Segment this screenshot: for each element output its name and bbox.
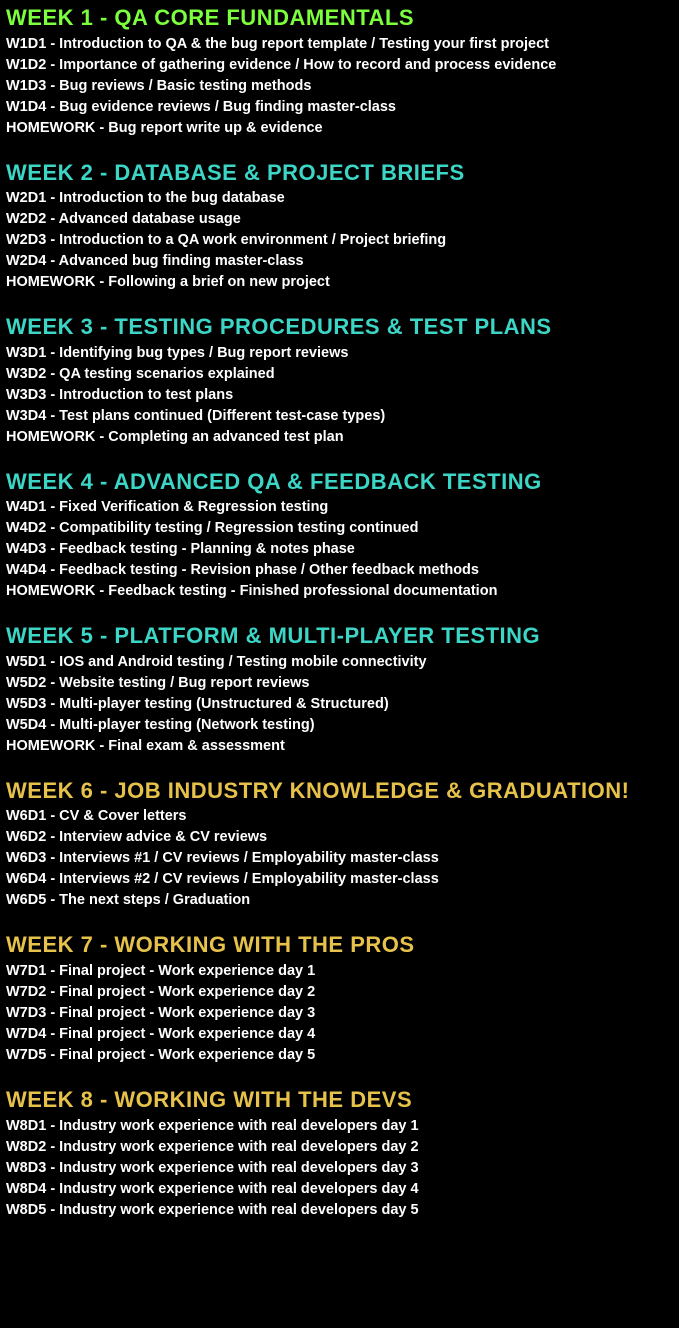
week-item: W4D3 - Feedback testing - Planning & not… <box>6 539 673 560</box>
week-item: HOMEWORK - Bug report write up & evidenc… <box>6 118 673 139</box>
week-title: WEEK 8 - WORKING WITH THE DEVS <box>6 1086 673 1114</box>
week-title: WEEK 5 - PLATFORM & MULTI-PLAYER TESTING <box>6 622 673 650</box>
week-title: WEEK 7 - WORKING WITH THE PROS <box>6 931 673 959</box>
week-title: WEEK 3 - TESTING PROCEDURES & TEST PLANS <box>6 313 673 341</box>
week-block: WEEK 5 - PLATFORM & MULTI-PLAYER TESTING… <box>6 622 673 757</box>
curriculum-page: WEEK 1 - QA CORE FUNDAMENTALSW1D1 - Intr… <box>0 0 679 1261</box>
week-item: W1D2 - Importance of gathering evidence … <box>6 55 673 76</box>
week-item: HOMEWORK - Final exam & assessment <box>6 736 673 757</box>
week-item: W2D2 - Advanced database usage <box>6 209 673 230</box>
week-title: WEEK 4 - ADVANCED QA & FEEDBACK TESTING <box>6 468 673 496</box>
week-item: W2D1 - Introduction to the bug database <box>6 188 673 209</box>
week-item: W1D3 - Bug reviews / Basic testing metho… <box>6 76 673 97</box>
week-item: W3D3 - Introduction to test plans <box>6 385 673 406</box>
week-item: W3D2 - QA testing scenarios explained <box>6 364 673 385</box>
week-item: W2D4 - Advanced bug finding master-class <box>6 251 673 272</box>
week-item: W8D2 - Industry work experience with rea… <box>6 1137 673 1158</box>
week-item: W7D4 - Final project - Work experience d… <box>6 1024 673 1045</box>
week-item: W4D2 - Compatibility testing / Regressio… <box>6 518 673 539</box>
week-title: WEEK 2 - DATABASE & PROJECT BRIEFS <box>6 159 673 187</box>
week-item: W5D1 - IOS and Android testing / Testing… <box>6 652 673 673</box>
week-block: WEEK 6 - JOB INDUSTRY KNOWLEDGE & GRADUA… <box>6 777 673 912</box>
week-block: WEEK 2 - DATABASE & PROJECT BRIEFSW2D1 -… <box>6 159 673 294</box>
week-item: W1D1 - Introduction to QA & the bug repo… <box>6 34 673 55</box>
week-item: HOMEWORK - Following a brief on new proj… <box>6 272 673 293</box>
week-item: W4D4 - Feedback testing - Revision phase… <box>6 560 673 581</box>
week-item: W3D4 - Test plans continued (Different t… <box>6 406 673 427</box>
week-item: W6D4 - Interviews #2 / CV reviews / Empl… <box>6 869 673 890</box>
week-item: W7D2 - Final project - Work experience d… <box>6 982 673 1003</box>
week-item: W8D4 - Industry work experience with rea… <box>6 1179 673 1200</box>
week-item: W6D1 - CV & Cover letters <box>6 806 673 827</box>
week-item: W6D2 - Interview advice & CV reviews <box>6 827 673 848</box>
week-item: W8D1 - Industry work experience with rea… <box>6 1116 673 1137</box>
week-title: WEEK 6 - JOB INDUSTRY KNOWLEDGE & GRADUA… <box>6 777 673 805</box>
week-item: HOMEWORK - Feedback testing - Finished p… <box>6 581 673 602</box>
week-title: WEEK 1 - QA CORE FUNDAMENTALS <box>6 4 673 32</box>
week-item: W2D3 - Introduction to a QA work environ… <box>6 230 673 251</box>
week-item: HOMEWORK - Completing an advanced test p… <box>6 427 673 448</box>
week-item: W1D4 - Bug evidence reviews / Bug findin… <box>6 97 673 118</box>
week-item: W7D3 - Final project - Work experience d… <box>6 1003 673 1024</box>
week-block: WEEK 1 - QA CORE FUNDAMENTALSW1D1 - Intr… <box>6 4 673 139</box>
week-item: W5D2 - Website testing / Bug report revi… <box>6 673 673 694</box>
week-item: W8D5 - Industry work experience with rea… <box>6 1200 673 1221</box>
week-item: W6D3 - Interviews #1 / CV reviews / Empl… <box>6 848 673 869</box>
week-item: W3D1 - Identifying bug types / Bug repor… <box>6 343 673 364</box>
week-block: WEEK 4 - ADVANCED QA & FEEDBACK TESTINGW… <box>6 468 673 603</box>
week-item: W4D1 - Fixed Verification & Regression t… <box>6 497 673 518</box>
week-block: WEEK 7 - WORKING WITH THE PROSW7D1 - Fin… <box>6 931 673 1066</box>
week-item: W8D3 - Industry work experience with rea… <box>6 1158 673 1179</box>
week-block: WEEK 8 - WORKING WITH THE DEVSW8D1 - Ind… <box>6 1086 673 1221</box>
week-item: W7D1 - Final project - Work experience d… <box>6 961 673 982</box>
week-block: WEEK 3 - TESTING PROCEDURES & TEST PLANS… <box>6 313 673 448</box>
week-item: W5D3 - Multi-player testing (Unstructure… <box>6 694 673 715</box>
week-item: W5D4 - Multi-player testing (Network tes… <box>6 715 673 736</box>
week-item: W7D5 - Final project - Work experience d… <box>6 1045 673 1066</box>
week-item: W6D5 - The next steps / Graduation <box>6 890 673 911</box>
